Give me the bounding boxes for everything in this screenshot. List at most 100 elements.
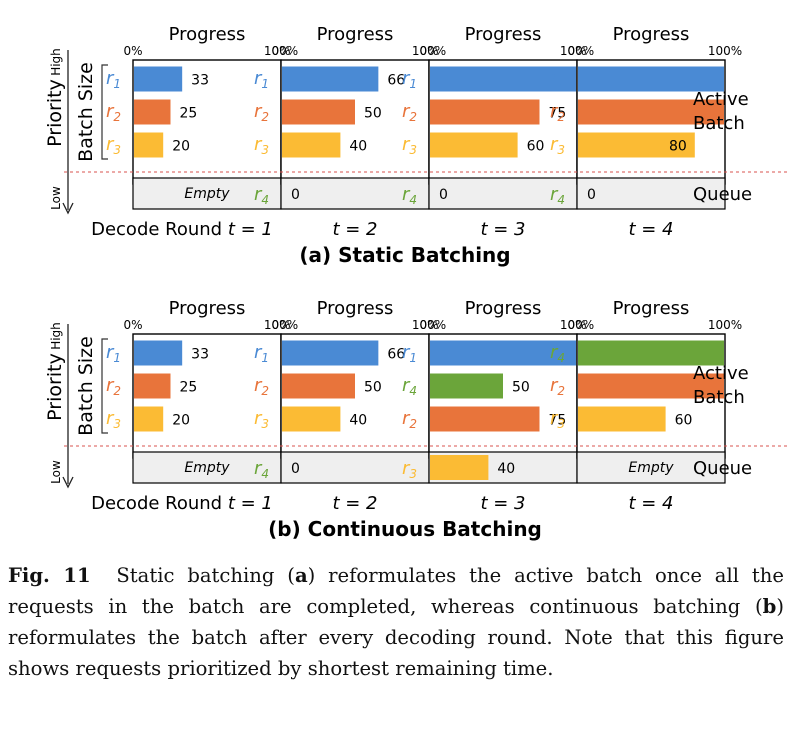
progress-bar bbox=[282, 340, 379, 366]
progress-header: Progress bbox=[613, 298, 690, 319]
progress-value: 66 bbox=[387, 73, 405, 89]
figure-caption: Fig. 11 Static batching (a) reformulates… bbox=[8, 560, 784, 684]
high-label: High bbox=[49, 322, 63, 350]
progress-value: 33 bbox=[191, 347, 209, 363]
queue-empty-label: Empty bbox=[184, 186, 230, 202]
queue-box bbox=[132, 451, 282, 484]
pct-max-label: 100% bbox=[708, 44, 742, 58]
queue-progress-value: 0 bbox=[439, 187, 448, 203]
pct-min-label: 0% bbox=[123, 318, 142, 332]
active-label: Active bbox=[693, 363, 749, 384]
progress-value: 60 bbox=[527, 139, 545, 155]
section-title: (a) Static Batching bbox=[299, 243, 510, 267]
caption-part-2: ) reformulates the active batch once all… bbox=[8, 564, 784, 618]
progress-bar bbox=[134, 66, 183, 92]
queue-progress-value: 40 bbox=[497, 461, 515, 477]
progress-bar bbox=[430, 99, 540, 125]
progress-value: 66 bbox=[387, 347, 405, 363]
progress-bar bbox=[134, 340, 183, 366]
round-label: t = 3 bbox=[480, 493, 525, 514]
priority-arrow-head bbox=[62, 476, 74, 489]
queue-progress-bar bbox=[430, 455, 489, 480]
decode-round-label: Decode Round t = 1 bbox=[91, 219, 273, 240]
pct-min-label: 0% bbox=[419, 44, 438, 58]
queue-label: Queue bbox=[693, 458, 752, 479]
queue-empty-label: Empty bbox=[628, 460, 674, 476]
caption-a: a bbox=[294, 564, 308, 587]
active-label: Active bbox=[693, 89, 749, 110]
batch-brace bbox=[101, 64, 108, 160]
round-label: t = 4 bbox=[628, 493, 673, 514]
progress-bar bbox=[578, 66, 724, 92]
round-label: t = 2 bbox=[332, 219, 377, 240]
queue-box bbox=[132, 177, 282, 210]
progress-bar bbox=[134, 373, 171, 399]
progress-bar bbox=[430, 340, 576, 366]
pct-min-label: 0% bbox=[123, 44, 142, 58]
request-label: r2 bbox=[106, 375, 121, 398]
progress-header: Progress bbox=[317, 298, 394, 319]
progress-value: 25 bbox=[180, 380, 198, 396]
queue-empty-label: Empty bbox=[184, 460, 230, 476]
progress-value: 33 bbox=[191, 73, 209, 89]
batch-size-label: Batch Size bbox=[75, 336, 97, 436]
progress-bar bbox=[134, 406, 164, 432]
progress-bar bbox=[282, 132, 341, 158]
pct-max-label: 100% bbox=[560, 318, 594, 332]
request-label: r2 bbox=[106, 101, 121, 124]
progress-header: Progress bbox=[613, 24, 690, 45]
pct-min-label: 0% bbox=[567, 318, 586, 332]
progress-bar bbox=[578, 340, 724, 366]
progress-bar bbox=[578, 406, 666, 432]
round-label: t = 3 bbox=[480, 219, 525, 240]
batch-label: Batch bbox=[693, 387, 745, 408]
request-label: r1 bbox=[106, 342, 121, 365]
request-label: r3 bbox=[106, 408, 121, 431]
progress-header: Progress bbox=[169, 298, 246, 319]
progress-bar bbox=[578, 373, 724, 399]
progress-bar bbox=[282, 373, 355, 399]
decode-round-label: Decode Round t = 1 bbox=[91, 493, 273, 514]
section-title: (b) Continuous Batching bbox=[268, 517, 542, 541]
progress-bar bbox=[282, 66, 379, 92]
caption-part-3: ) reformulates the batch after every dec… bbox=[8, 595, 784, 680]
pct-max-label: 100% bbox=[412, 318, 446, 332]
pct-max-label: 100% bbox=[264, 44, 298, 58]
progress-value: 50 bbox=[364, 106, 382, 122]
progress-value: 25 bbox=[180, 106, 198, 122]
progress-bar bbox=[430, 132, 518, 158]
priority-label: Priority bbox=[44, 353, 66, 421]
low-label: Low bbox=[49, 460, 63, 484]
progress-header: Progress bbox=[169, 24, 246, 45]
request-label: r3 bbox=[106, 134, 121, 157]
queue-box bbox=[576, 177, 726, 210]
progress-bar bbox=[282, 406, 341, 432]
pct-min-label: 0% bbox=[419, 318, 438, 332]
batch-brace bbox=[101, 338, 108, 434]
queue-box bbox=[280, 451, 430, 484]
progress-bar bbox=[430, 373, 503, 399]
queue-box bbox=[280, 177, 430, 210]
high-label: High bbox=[49, 48, 63, 76]
queue-progress-value: 0 bbox=[291, 187, 300, 203]
progress-header: Progress bbox=[317, 24, 394, 45]
low-label: Low bbox=[49, 186, 63, 210]
progress-bar bbox=[430, 66, 576, 92]
batch-size-label: Batch Size bbox=[75, 62, 97, 162]
progress-bar bbox=[430, 406, 540, 432]
progress-header: Progress bbox=[465, 298, 542, 319]
pct-min-label: 0% bbox=[271, 318, 290, 332]
progress-bar bbox=[134, 132, 164, 158]
progress-bar bbox=[134, 99, 171, 125]
request-label: r1 bbox=[106, 68, 121, 91]
progress-value: 40 bbox=[349, 139, 367, 155]
progress-bar bbox=[282, 99, 355, 125]
progress-value: 20 bbox=[172, 139, 190, 155]
pct-max-label: 100% bbox=[412, 44, 446, 58]
priority-label: Priority bbox=[44, 79, 66, 147]
queue-label: Queue bbox=[693, 184, 752, 205]
priority-arrow-head bbox=[62, 202, 74, 215]
batch-label: Batch bbox=[693, 113, 745, 134]
round-label: t = 4 bbox=[628, 219, 673, 240]
queue-box bbox=[428, 177, 578, 210]
